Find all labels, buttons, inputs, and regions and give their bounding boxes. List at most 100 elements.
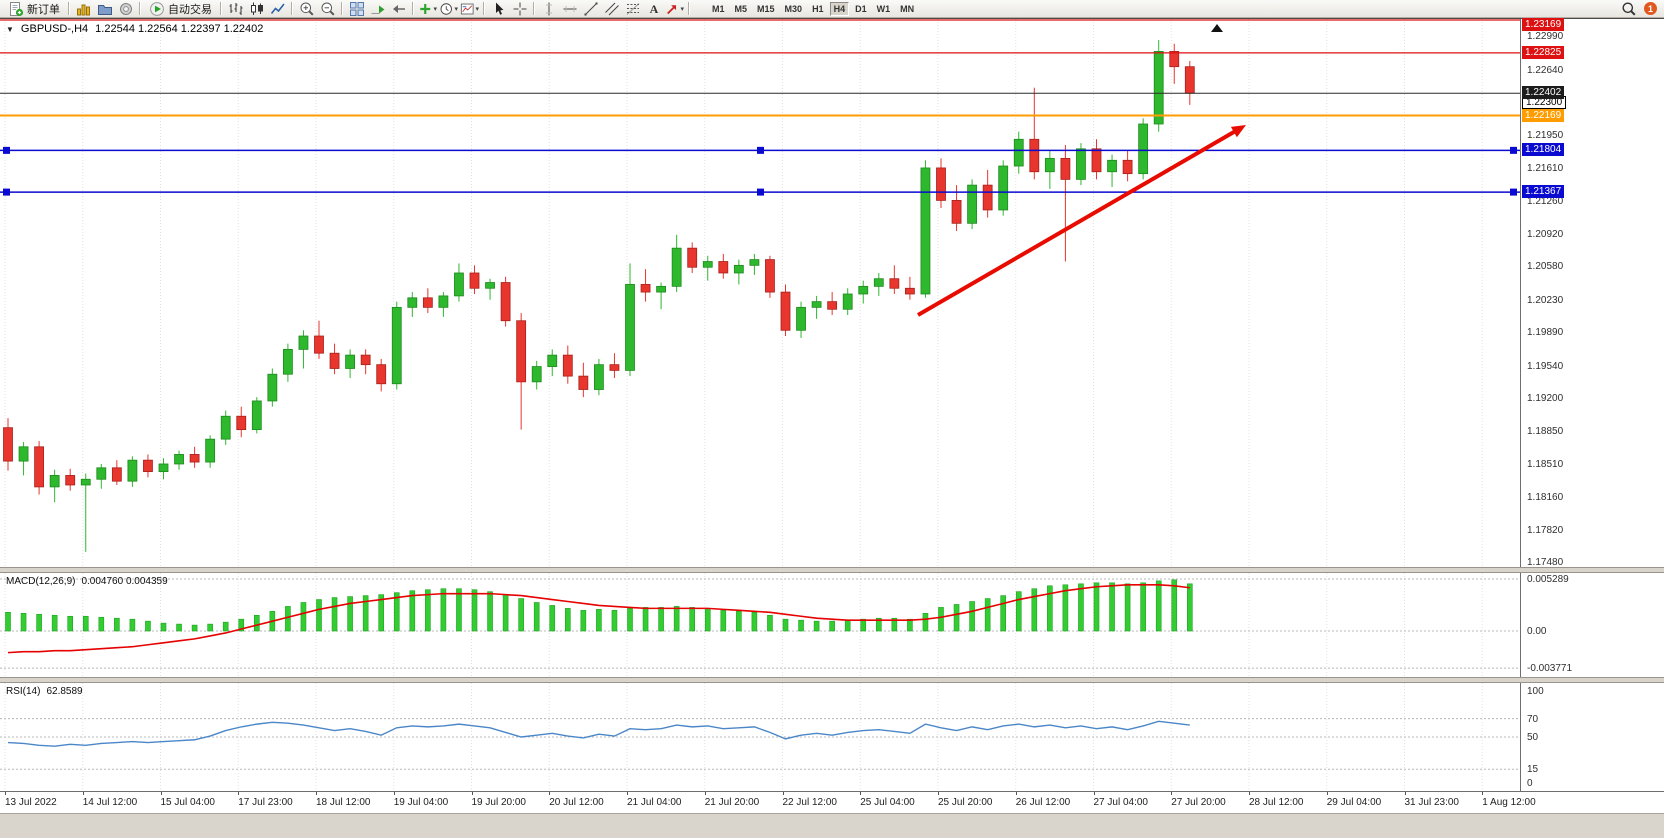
macd-histogram-bar (222, 621, 229, 632)
time-axis-label: 27 Jul 20:00 (1171, 797, 1226, 808)
macd-histogram-bar (984, 598, 991, 632)
time-axis-tick (1326, 792, 1328, 795)
indicators-button[interactable]: ▾ (417, 1, 438, 17)
timeframe-h4-button[interactable]: H4 (829, 1, 850, 16)
price-chart-pane: ▼ GBPUSD-,H4 1.22544 1.22564 1.22397 1.2… (0, 19, 1520, 567)
data-window-button[interactable] (115, 1, 136, 17)
new-order-button[interactable]: 新订单 (3, 1, 65, 17)
macd-histogram-bar (782, 618, 789, 632)
trend-arrow-head[interactable] (1230, 125, 1246, 138)
macd-histogram-bar (1015, 591, 1022, 632)
toolbar-separator (68, 2, 70, 15)
notification-badge[interactable]: 1 (1644, 2, 1657, 15)
macd-canvas (0, 573, 1520, 677)
one-click-trading-collapse-icon[interactable]: ▼ (6, 24, 14, 34)
price-axis[interactable]: 1.22990 1.22640 1.22300 1.21950 1.21610 1.212… (1520, 18, 1664, 791)
candle-body (702, 261, 713, 268)
candle-body (1184, 66, 1195, 94)
chart-shift-button[interactable] (388, 1, 409, 17)
candle-body (96, 467, 107, 480)
macd-histogram-bar (1078, 583, 1084, 632)
candle-body (345, 354, 356, 369)
rsi-value: 62.8589 (46, 686, 83, 697)
candle-body (578, 375, 589, 390)
tile-windows-button[interactable] (346, 1, 367, 17)
timeframe-m5-button[interactable]: M5 (731, 2, 752, 16)
zoom-in-button[interactable] (296, 1, 317, 17)
support-lower-handle[interactable] (757, 188, 764, 196)
timeframe-mn-button[interactable]: MN (896, 2, 918, 16)
support-lower-handle[interactable] (1510, 188, 1517, 196)
horizontal-line-button[interactable] (559, 1, 580, 17)
price-axis-label: 1.17820 (1527, 524, 1564, 536)
autotrading-button[interactable]: 自动交易 (144, 1, 217, 17)
zoom-out-button[interactable] (317, 1, 338, 17)
time-axis[interactable]: 13 Jul 2022 14 Jul 12:00 15 Jul 04:00 17 Ju… (0, 791, 1664, 813)
time-axis-tick (627, 792, 628, 795)
macd-histogram-bar (238, 618, 245, 632)
toolbar-right-group: 1 (1618, 1, 1661, 17)
macd-histogram-bar (36, 613, 42, 632)
new-order-label: 新订单 (27, 3, 60, 16)
support-lower-price-tag: 1.21367 (1522, 185, 1565, 199)
candle-body (438, 295, 449, 308)
triangle-marker[interactable] (1211, 24, 1223, 32)
periods-button[interactable]: ▾ (438, 1, 459, 17)
trendline-button[interactable] (580, 1, 601, 17)
time-axis-label: 19 Jul 04:00 (393, 797, 449, 808)
new-chart-button[interactable] (73, 1, 94, 17)
macd-histogram-bar (736, 611, 742, 632)
macd-histogram-bar (393, 592, 400, 632)
search-button[interactable] (1618, 1, 1639, 17)
timeframe-w1-button[interactable]: W1 (873, 2, 895, 16)
support-upper-handle[interactable] (1510, 146, 1517, 154)
timeframe-d1-button[interactable]: D1 (851, 2, 871, 16)
macd-histogram-bar (829, 620, 835, 632)
chart-bars-button[interactable] (225, 1, 246, 17)
price-axis-label: 1.21950 (1527, 130, 1564, 142)
candle-body (49, 475, 60, 488)
profiles-button[interactable] (94, 1, 115, 17)
timeframe-m30-button[interactable]: M30 (781, 2, 807, 16)
timeframe-h1-button[interactable]: H1 (808, 2, 828, 16)
macd-histogram-bar (1155, 580, 1162, 632)
support-upper-handle[interactable] (757, 146, 764, 154)
macd-histogram-bar (456, 588, 462, 632)
arrows-button[interactable]: ▾ (664, 1, 685, 17)
time-axis-tick (704, 792, 706, 795)
pane-separator[interactable] (0, 567, 1664, 573)
time-axis-tick (1249, 792, 1250, 795)
equidistant-channel-button[interactable] (601, 1, 622, 17)
fibonacci-button[interactable] (622, 1, 643, 17)
timeframe-m15-button[interactable]: M15 (753, 2, 779, 16)
trend-arrow-line[interactable] (916, 128, 1238, 317)
time-axis-tick (1093, 792, 1095, 795)
candle-body (1044, 157, 1055, 173)
support-upper-handle[interactable] (3, 146, 10, 154)
dropdown-caret-icon: ▾ (475, 5, 479, 13)
support-lower-handle[interactable] (3, 188, 10, 196)
vertical-line-button[interactable] (538, 1, 559, 17)
candle-body (18, 446, 29, 462)
candle-body (391, 306, 402, 385)
time-axis-label: 15 Jul 04:00 (160, 797, 216, 808)
templates-button[interactable]: ▾ (459, 1, 480, 17)
cursor-button[interactable] (488, 1, 509, 17)
chart-candles-button[interactable] (246, 1, 267, 17)
chart-line-button[interactable] (267, 1, 288, 17)
toolbar-separator (483, 2, 485, 15)
zoom-out-icon (321, 2, 335, 16)
auto-scroll-button[interactable] (367, 1, 388, 17)
text-label-button[interactable]: A (643, 1, 664, 17)
timeframe-m1-button[interactable]: M1 (708, 2, 729, 16)
candle-body (656, 285, 666, 293)
macd-histogram-bar (1062, 584, 1069, 632)
crosshair-button[interactable] (509, 1, 530, 17)
pane-separator[interactable] (0, 677, 1664, 683)
macd-histogram-bar (129, 618, 136, 632)
candle-body (298, 335, 309, 350)
macd-histogram-bar (751, 612, 758, 632)
price-axis-label: 1.22640 (1527, 64, 1564, 76)
indicators-icon (420, 3, 431, 14)
candle-body (127, 459, 138, 482)
